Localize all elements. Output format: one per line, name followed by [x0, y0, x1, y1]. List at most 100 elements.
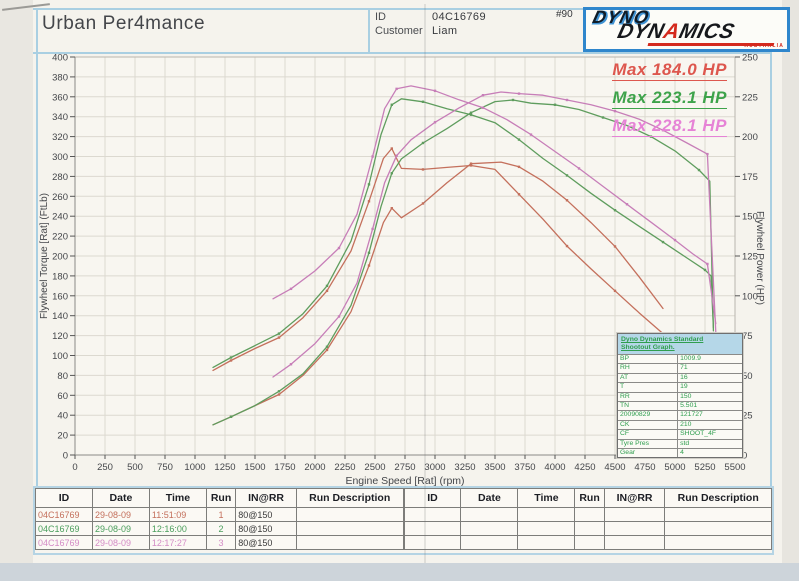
legend-row: T 19 [618, 382, 742, 392]
marker-run2-power [277, 390, 281, 393]
marker-run3-power [565, 98, 569, 102]
run-table-header: ID [403, 488, 462, 508]
marker-run1-torque [229, 359, 233, 362]
marker-run3-power [661, 129, 665, 132]
marker-run2-power [697, 168, 701, 172]
run-table-cell: 04C16769 [35, 521, 93, 536]
marker-run3-power [517, 92, 521, 95]
run-table-cell [460, 535, 519, 550]
run-table-cell [603, 535, 666, 550]
run-table-cell: 29-08-09 [91, 521, 150, 536]
marker-run1-power [277, 393, 281, 396]
marker-run3-torque [395, 87, 398, 91]
marker-run2-power [229, 415, 233, 418]
y-axis-left-title: Flywheel Torque [Rat] (FtLb) [39, 193, 50, 319]
run-table-cell: 12:17:27 [148, 535, 207, 550]
x-tick-label: 5500 [724, 462, 745, 473]
run-table-header: IN@RR [235, 488, 297, 508]
max-hp-run1: Max 184.0 HP [612, 60, 727, 81]
marker-run3-torque [289, 287, 293, 291]
shootout-legend-box: Dyno Dynamics Standard Shootout Graph. B… [617, 333, 743, 459]
marker-run1-torque [421, 168, 425, 171]
run-table-cell [460, 521, 519, 536]
curve-run1-power [212, 161, 664, 426]
x-tick-label: 2250 [334, 462, 355, 473]
scan-left-margin [0, 0, 33, 581]
marker-run2-torque [469, 113, 473, 116]
x-tick-label: 2500 [364, 462, 385, 473]
marker-run3-power [395, 154, 398, 157]
run-table-header: Run [574, 488, 605, 508]
run-table-cell [403, 521, 462, 536]
y-left-tick-label: 320 [52, 132, 68, 143]
marker-run1-torque [613, 289, 617, 293]
y-right-tick-label: 175 [742, 172, 758, 183]
marker-run2-power [421, 141, 425, 145]
dyno-dynamics-logo: DYNO DYNAMICS AUSTRALIA [583, 7, 790, 52]
run-table-cell: 80@150 [235, 521, 297, 536]
marker-run2-torque [517, 138, 521, 141]
x-tick-label: 0 [72, 462, 77, 473]
y-left-tick-label: 200 [52, 252, 68, 263]
marker-run2-torque [277, 332, 281, 335]
marker-run2-torque [229, 356, 233, 359]
marker-run2-torque [703, 268, 707, 272]
run-table-cell: 2 [205, 521, 237, 536]
run-table-header: Time [148, 488, 207, 508]
x-tick-label: 4000 [544, 462, 565, 473]
x-tick-label: 500 [127, 462, 143, 473]
run-table-cell: 04C16769 [35, 507, 93, 522]
x-tick-label: 250 [97, 462, 113, 473]
y-left-tick-label: 80 [57, 371, 68, 382]
x-tick-label: 1500 [244, 462, 265, 473]
marker-run3-power [613, 109, 617, 113]
run-table-cell [517, 521, 576, 536]
run-table-cell: 29-08-09 [91, 535, 150, 550]
frame-line-left [36, 8, 38, 486]
y-left-tick-label: 360 [52, 92, 68, 103]
run-table-cell [664, 507, 772, 522]
run-table-cell [603, 507, 666, 522]
legend-key: RR [618, 392, 679, 402]
y-left-tick-label: 240 [52, 212, 68, 223]
run-table-cell [603, 521, 666, 536]
legend-key: CF [618, 430, 679, 439]
run-table-left: ID Date Time Run IN@RR Run Description 04C1676… [35, 488, 404, 550]
legend-value: SHOOT_4F [680, 430, 717, 438]
legend-value: 210 [680, 420, 692, 428]
legend-row: CF SHOOT_4F [618, 429, 742, 439]
run-table-cell [295, 521, 404, 536]
page-number: #90 [556, 9, 573, 20]
frame-line-header-divider [368, 8, 370, 52]
y-left-tick-label: 400 [52, 53, 68, 64]
run-table-cell [664, 521, 772, 536]
run-table-header: Run Description [295, 488, 404, 508]
legend-row: AT 16 [618, 372, 742, 383]
x-tick-label: 5250 [694, 462, 715, 473]
y-right-tick-label: 100 [742, 291, 758, 302]
curve-run2-power [212, 99, 715, 426]
marker-run2-torque [421, 100, 425, 103]
run-table-row [403, 535, 772, 550]
run-table-cell [574, 507, 605, 522]
y-left-tick-label: 300 [52, 152, 68, 163]
run-table-cell [403, 535, 462, 550]
legend-value: std [680, 439, 690, 447]
legend-value: 5.501 [680, 402, 698, 410]
run-table-cell: 1 [205, 507, 237, 522]
marker-run1-power [367, 264, 371, 267]
id-value: 04C16769 [432, 11, 486, 23]
run-table-cell: 80@150 [235, 507, 297, 522]
run-table-header: Time [517, 488, 576, 508]
x-tick-label: 3500 [484, 462, 505, 473]
run-table-cell [574, 535, 605, 550]
y-right-tick-label: 225 [742, 92, 758, 103]
marker-run2-torque [367, 183, 371, 186]
scan-bottom-edge [0, 563, 799, 581]
y-left-tick-label: 40 [57, 411, 68, 422]
run-table-header: IN@RR [603, 488, 666, 508]
legend-key: T [618, 383, 679, 392]
legend-row: BP 1009.9 [618, 354, 742, 364]
customer-label: Customer [375, 25, 423, 37]
marker-run3-torque [481, 106, 485, 109]
